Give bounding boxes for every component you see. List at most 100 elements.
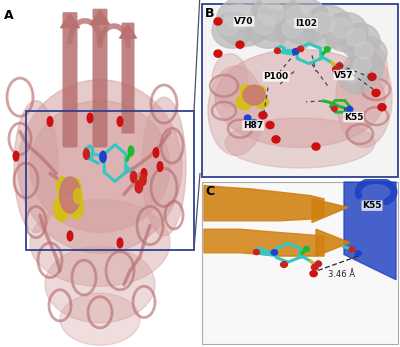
Circle shape (47, 117, 53, 126)
Circle shape (292, 49, 299, 54)
Circle shape (286, 5, 312, 28)
Circle shape (266, 121, 274, 129)
Polygon shape (312, 199, 348, 222)
Ellipse shape (142, 97, 186, 236)
FancyBboxPatch shape (122, 23, 134, 134)
Circle shape (355, 42, 374, 59)
Circle shape (100, 151, 106, 162)
Circle shape (128, 146, 134, 156)
Circle shape (336, 63, 343, 69)
Circle shape (216, 0, 272, 46)
Circle shape (141, 169, 147, 178)
Text: V70: V70 (234, 17, 254, 26)
Ellipse shape (352, 45, 388, 98)
Circle shape (271, 250, 278, 255)
Polygon shape (316, 229, 350, 256)
Polygon shape (344, 182, 396, 280)
Circle shape (348, 52, 384, 84)
Circle shape (135, 180, 143, 193)
Circle shape (153, 148, 159, 158)
Ellipse shape (45, 246, 155, 323)
Circle shape (253, 15, 275, 34)
Circle shape (346, 28, 366, 46)
Polygon shape (204, 229, 324, 256)
Circle shape (74, 188, 82, 204)
Ellipse shape (215, 49, 385, 147)
Circle shape (368, 73, 376, 81)
Circle shape (372, 90, 380, 96)
Circle shape (250, 0, 302, 41)
Circle shape (378, 104, 386, 111)
Circle shape (254, 95, 268, 108)
Circle shape (13, 151, 19, 161)
Polygon shape (120, 24, 136, 38)
Circle shape (332, 106, 337, 111)
Circle shape (339, 64, 373, 94)
Text: B: B (205, 7, 214, 20)
Circle shape (254, 86, 266, 96)
Circle shape (304, 5, 352, 48)
Circle shape (236, 95, 253, 110)
Circle shape (281, 262, 287, 268)
Circle shape (56, 177, 69, 198)
Circle shape (315, 261, 322, 266)
Circle shape (117, 117, 123, 126)
Ellipse shape (30, 101, 170, 232)
Circle shape (298, 46, 304, 52)
Circle shape (258, 2, 284, 25)
Circle shape (252, 120, 257, 125)
Circle shape (214, 18, 222, 25)
Circle shape (240, 85, 253, 96)
Circle shape (312, 143, 320, 150)
Circle shape (311, 12, 335, 33)
Circle shape (259, 112, 267, 119)
Text: I102: I102 (295, 19, 317, 28)
Circle shape (130, 171, 137, 183)
Circle shape (140, 174, 146, 185)
Circle shape (117, 238, 123, 248)
Circle shape (276, 14, 316, 50)
FancyBboxPatch shape (62, 12, 78, 147)
Circle shape (340, 23, 380, 59)
Circle shape (218, 18, 238, 36)
Ellipse shape (212, 53, 248, 107)
Text: P100: P100 (264, 72, 288, 81)
Circle shape (70, 178, 81, 197)
Circle shape (272, 136, 280, 143)
Circle shape (84, 149, 90, 159)
Circle shape (312, 264, 318, 270)
Circle shape (87, 113, 93, 123)
Text: H87: H87 (243, 121, 263, 130)
Ellipse shape (14, 101, 58, 232)
Circle shape (135, 183, 141, 192)
Text: V57: V57 (334, 70, 354, 79)
Circle shape (54, 195, 69, 221)
Circle shape (333, 66, 339, 73)
Circle shape (236, 41, 244, 48)
Circle shape (355, 251, 361, 256)
Polygon shape (204, 185, 324, 221)
Circle shape (214, 50, 222, 57)
Circle shape (346, 107, 353, 112)
Ellipse shape (18, 80, 182, 253)
Circle shape (212, 12, 252, 48)
Circle shape (349, 247, 355, 252)
Bar (26, 111, 194, 250)
Circle shape (246, 9, 290, 48)
Circle shape (60, 177, 80, 213)
Circle shape (282, 20, 302, 37)
Circle shape (224, 4, 252, 29)
Ellipse shape (225, 118, 375, 168)
Ellipse shape (60, 293, 140, 345)
Circle shape (243, 85, 265, 105)
Circle shape (244, 115, 251, 121)
Circle shape (274, 48, 280, 53)
Circle shape (344, 68, 361, 83)
Text: K55: K55 (344, 112, 363, 121)
Ellipse shape (208, 66, 264, 155)
Circle shape (303, 246, 310, 252)
Circle shape (157, 162, 163, 171)
Circle shape (331, 18, 353, 38)
Circle shape (310, 271, 317, 277)
Circle shape (324, 46, 330, 52)
